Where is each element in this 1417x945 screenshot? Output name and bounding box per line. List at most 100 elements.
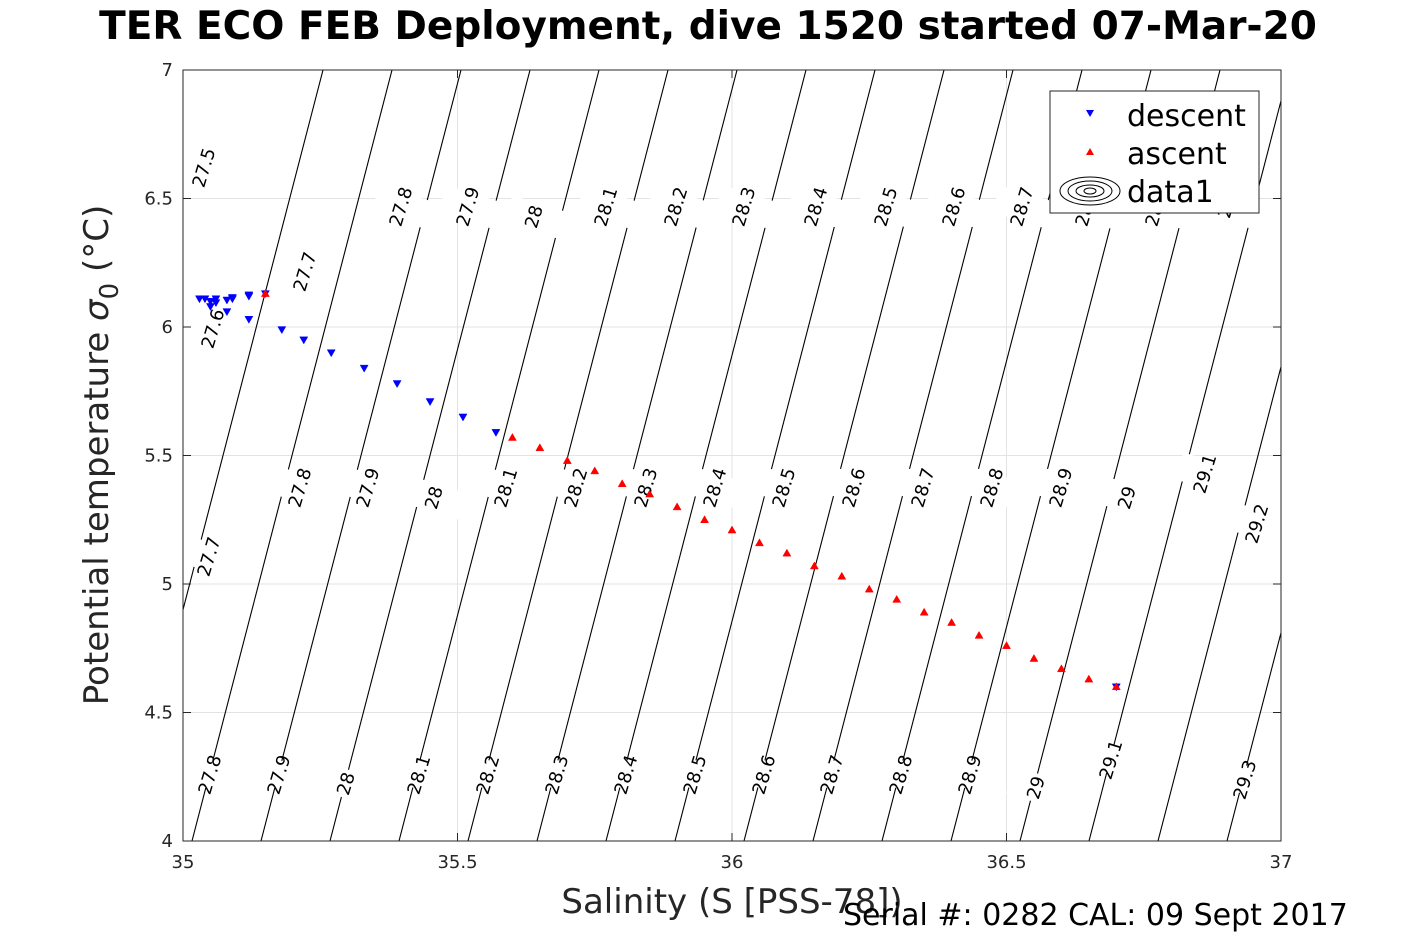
isopycnal-label-bg xyxy=(714,185,776,229)
ascent-point xyxy=(837,571,847,580)
isopycnal-label-bg xyxy=(174,146,236,190)
descent-point xyxy=(211,299,221,308)
descent-point xyxy=(244,316,254,324)
legend-contour-icon xyxy=(1059,176,1121,206)
ascent-point xyxy=(590,466,600,475)
isopycnal-line xyxy=(1296,70,1417,841)
isopycnal-label-bg xyxy=(1031,466,1093,510)
isopycnal-label-bg xyxy=(338,466,400,510)
y-tick-label: 6.5 xyxy=(144,189,173,210)
ascent-point xyxy=(617,479,627,488)
legend-label: ascent xyxy=(1127,137,1227,172)
isopycnal-label-bg xyxy=(275,250,337,294)
isopycnal-line xyxy=(743,70,945,841)
isopycnal-label-bg xyxy=(786,185,848,229)
legend-descent-marker xyxy=(1086,110,1094,117)
ascent-point xyxy=(864,584,874,593)
isopycnal-label-bg xyxy=(646,185,708,229)
ascent-point xyxy=(727,525,737,534)
isopycnal-label-bg xyxy=(685,466,747,510)
isopycnal-label-bg xyxy=(734,753,796,797)
descent-point xyxy=(458,413,468,422)
legend-label: descent xyxy=(1127,99,1246,134)
isopycnal-label-bg xyxy=(1097,476,1159,520)
ascent-point xyxy=(507,433,517,441)
isopycnal-label-bg xyxy=(871,753,933,797)
ascent-point xyxy=(974,630,984,639)
isopycnal-line xyxy=(1365,70,1417,841)
ascent-point xyxy=(1111,682,1121,691)
legend-contour-icon xyxy=(1067,180,1113,202)
isopycnal-label-bg xyxy=(179,535,241,579)
isopycnal-label-bg xyxy=(992,185,1054,229)
legend-contour-icon xyxy=(1075,184,1105,198)
isopycnal-label-bg xyxy=(249,753,311,797)
descent-point xyxy=(206,303,215,311)
ascent-point xyxy=(755,538,764,547)
descent-point xyxy=(277,326,287,335)
x-tick-label: 35 xyxy=(172,852,195,873)
x-tick-label: 37 xyxy=(1270,852,1293,873)
isopycnal-label-bg xyxy=(527,753,589,797)
isopycnal-label-bg xyxy=(180,753,242,797)
ascent-point xyxy=(672,502,682,511)
isopycnal-label-bg xyxy=(893,466,955,510)
ascent-point xyxy=(919,607,929,616)
isopycnal-label-bg xyxy=(1175,452,1237,496)
isopycnal-label-bg xyxy=(802,753,864,797)
isopycnal-label-bg xyxy=(616,466,678,510)
ascent-point xyxy=(645,489,655,498)
descent-point xyxy=(222,296,232,305)
x-tick-label: 36.5 xyxy=(986,852,1026,873)
isopycnal-label-bg xyxy=(1215,758,1277,802)
descent-point xyxy=(299,336,309,345)
isopycnal-label-bg xyxy=(856,185,918,229)
descent-point xyxy=(392,380,402,389)
descent-point xyxy=(195,295,204,304)
isopycnal-line xyxy=(1226,630,1281,841)
serial-cal-footer: Serial #: 0282 CAL: 09 Sept 2017 xyxy=(843,898,1348,933)
isopycnal-line xyxy=(191,70,393,841)
y-tick-label: 7 xyxy=(162,60,173,81)
isopycnal-label-bg xyxy=(754,466,816,510)
isopycnal-line xyxy=(329,70,531,841)
isopycnal-line xyxy=(1157,364,1281,841)
ascent-point xyxy=(947,618,957,626)
isopycnal-label-bg xyxy=(458,753,520,797)
descent-point xyxy=(244,291,254,300)
ascent-point xyxy=(260,289,270,297)
legend-label: data1 xyxy=(1127,175,1214,210)
isopycnal-label-bg xyxy=(404,476,466,520)
isopycnal-line xyxy=(183,70,324,612)
isopycnal-line xyxy=(398,70,600,841)
x-tick-label: 35.5 xyxy=(437,852,477,873)
descent-point xyxy=(326,349,336,358)
isopycnal-label-bg xyxy=(940,753,1002,797)
isopycnal-label-bg xyxy=(316,762,378,806)
isopycnal-line xyxy=(812,70,1014,841)
y-axis-label: Potential temperature σ0 (°C) xyxy=(77,205,125,705)
descent-point xyxy=(222,308,232,317)
isopycnal-line xyxy=(536,70,738,841)
y-tick-label: 5 xyxy=(162,574,173,595)
descent-point xyxy=(359,364,369,373)
isopycnal-label-bg xyxy=(270,466,332,510)
isopycnal-label-bg xyxy=(962,466,1024,510)
axis-ticks: 35 35.5 36 36.5 37 4 4.5 5 5.5 6 6.5 7 xyxy=(144,60,1292,873)
isopycnal-label-bg xyxy=(476,466,538,510)
y-tick-label: 4.5 xyxy=(144,703,173,724)
isopycnal-line xyxy=(467,70,669,841)
legend-contour-icon xyxy=(1083,187,1097,195)
ascent-point xyxy=(700,515,709,523)
isopycnal-label-bg xyxy=(504,195,566,239)
isopycnal-label-bg xyxy=(371,185,433,229)
ascent-point xyxy=(1029,654,1039,662)
legend-ascent-marker xyxy=(1086,148,1094,155)
isopycnal-line xyxy=(881,70,1083,841)
ascent-point xyxy=(892,594,902,603)
ascent-point xyxy=(1056,664,1066,673)
isopycnal-label-bg xyxy=(1081,738,1143,782)
y-tick-label: 5.5 xyxy=(144,446,173,467)
ascent-point xyxy=(535,443,545,452)
